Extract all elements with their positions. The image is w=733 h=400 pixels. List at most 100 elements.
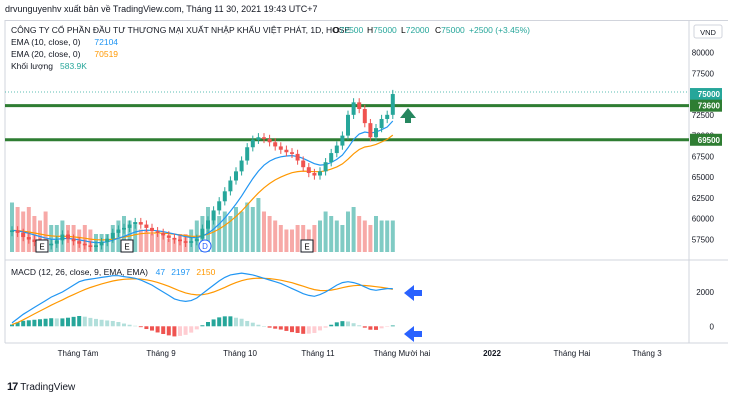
macd-histogram-bar — [178, 326, 182, 336]
indicator-label: EMA (10, close, 0) — [11, 37, 81, 47]
time-axis-label: Tháng 3 — [632, 349, 662, 358]
candle-body — [334, 145, 339, 154]
earnings-marker[interactable] — [300, 239, 314, 253]
macd-histogram-bar — [133, 325, 138, 327]
arrow-left-icon — [404, 326, 422, 342]
macd-histogram-bar — [340, 321, 345, 327]
candle-body — [10, 230, 14, 233]
volume-bar — [43, 211, 48, 252]
price-axis: 8000077500750007250070000675006500062500… — [692, 48, 715, 244]
volume-bar — [334, 220, 339, 252]
macd-histogram-bar — [110, 320, 115, 327]
volume-bar — [357, 216, 362, 252]
candle-body — [49, 243, 54, 246]
candle-body — [144, 224, 149, 228]
indicator-value: 70519 — [94, 49, 118, 59]
volume-bar — [290, 229, 294, 252]
macd-histogram-bar — [390, 325, 395, 327]
macd-histogram-bar — [94, 318, 98, 327]
dividend-marker[interactable] — [198, 239, 212, 253]
macd-histogram-bar — [362, 326, 367, 328]
price-tick-label: 72500 — [692, 111, 715, 120]
macd-histogram-bar — [368, 326, 373, 330]
macd-histogram-bar — [15, 322, 20, 327]
svg-text:E: E — [304, 243, 309, 252]
candle-body — [166, 235, 171, 238]
candle-body — [278, 146, 283, 150]
earnings-marker[interactable] — [35, 239, 49, 253]
macd-histogram-bar — [200, 325, 205, 327]
volume-bar — [301, 225, 306, 252]
indicator-label: Khối lượng — [11, 61, 53, 71]
candle-body — [110, 232, 115, 239]
volume-bar — [374, 216, 378, 252]
time-axis-label: Tháng Mười hai — [374, 349, 431, 358]
time-axis-label: Tháng 11 — [301, 349, 335, 358]
macd-legend-value: 2197 — [171, 267, 190, 277]
candle-body — [245, 147, 250, 161]
macd-histogram-bar — [211, 319, 216, 327]
candle-body — [301, 160, 306, 168]
candle-body — [323, 162, 328, 172]
time-axis-label: 2022 — [483, 349, 501, 358]
macd-histogram-bar — [144, 326, 149, 330]
macd-histogram-bar — [122, 323, 126, 327]
earnings-marker[interactable] — [120, 239, 134, 253]
candle-body — [256, 137, 261, 140]
currency-button-label: VND — [700, 28, 716, 37]
price-label-box — [690, 133, 722, 146]
svg-text:E: E — [39, 243, 44, 252]
macd-signal-path — [11, 277, 393, 326]
macd-histogram-bar — [26, 320, 31, 327]
candle-body — [234, 171, 238, 181]
tradingview-logo[interactable]: 17 TradingView — [7, 381, 75, 393]
macd-histogram-bar — [105, 320, 110, 327]
candle-body — [284, 149, 289, 153]
candle-body — [127, 224, 132, 228]
price-tick-label: 57500 — [692, 236, 715, 245]
macd-histogram-bar — [66, 317, 70, 327]
candle-body — [357, 102, 362, 110]
macd-histogram-bar — [71, 316, 76, 327]
volume-bar — [155, 234, 160, 252]
macd-histogram-bar — [239, 318, 244, 327]
candle-body — [138, 222, 143, 225]
time-axis-label: Tháng Tám — [58, 349, 99, 358]
ohlc-item: L72000 — [401, 25, 430, 35]
volume-bar — [26, 207, 31, 252]
volume-bar — [239, 211, 244, 252]
macd-histogram-bar — [54, 318, 59, 327]
candle-body — [183, 241, 188, 243]
indicator-legend: EMA (10, close, 0) 72104 EMA (20, close, 0… — [11, 37, 118, 71]
volume-bar — [256, 198, 261, 252]
candle-body — [262, 137, 266, 139]
candle-body — [116, 229, 121, 233]
volume-bar — [284, 229, 289, 252]
arrow-up-icon — [400, 108, 416, 123]
candle-body — [66, 234, 70, 239]
macd-histogram-bar — [228, 316, 233, 327]
macd-histogram-bar — [306, 326, 311, 334]
volume-bar — [323, 211, 328, 252]
price-label-text: 69500 — [698, 136, 721, 145]
macd-tick-label: 2000 — [696, 288, 714, 297]
macd-histogram-bar — [357, 325, 362, 327]
macd-histogram-bar — [161, 326, 166, 334]
indicator-value: 583.9K — [60, 61, 87, 71]
indicator-label: EMA (20, close, 0) — [11, 49, 81, 59]
indicator-value: 72104 — [94, 37, 118, 47]
macd-histogram-bar — [99, 319, 104, 327]
event-markers: E E D E — [35, 239, 314, 253]
candle-body — [379, 118, 384, 129]
volume-bar — [318, 220, 322, 252]
currency-button[interactable] — [693, 24, 723, 39]
macd-histogram-bar — [155, 326, 160, 333]
macd-histogram-bar — [334, 322, 339, 327]
symbol-title: CÔNG TY CỔ PHẦN ĐẦU TƯ THƯƠNG MẠI XUẤT N… — [11, 24, 350, 35]
macd-axis: 2000 0 — [696, 288, 714, 331]
time-axis-label: Tháng Hai — [554, 349, 591, 358]
macd-histogram-bar — [290, 326, 294, 333]
candle-body — [206, 220, 210, 229]
candle-body — [362, 109, 367, 124]
macd-histogram-bar — [116, 322, 121, 327]
